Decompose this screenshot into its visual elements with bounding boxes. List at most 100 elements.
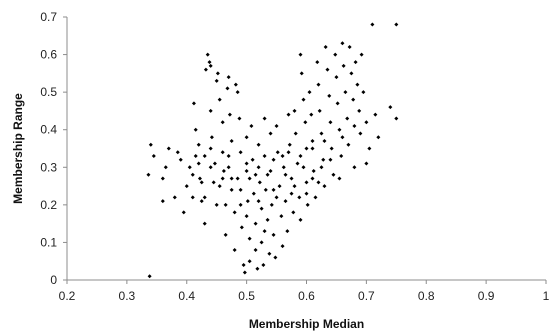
data-point bbox=[256, 199, 261, 204]
data-point bbox=[262, 229, 267, 234]
data-point bbox=[310, 138, 315, 143]
data-point bbox=[184, 184, 189, 189]
data-point bbox=[247, 236, 252, 241]
data-point bbox=[297, 195, 302, 200]
data-point bbox=[257, 180, 262, 185]
data-point bbox=[146, 172, 151, 177]
x-tick-label: 0.9 bbox=[478, 289, 495, 303]
data-point bbox=[388, 105, 393, 110]
data-point bbox=[286, 150, 291, 155]
data-point bbox=[265, 217, 270, 222]
data-point bbox=[265, 172, 270, 177]
x-tick-label: 0.6 bbox=[298, 289, 315, 303]
data-point bbox=[215, 71, 220, 76]
data-point bbox=[364, 161, 369, 166]
x-axis-ticks: 0.2 0.3 0.4 0.5 0.6 0.7 0.8 0.9 1 bbox=[59, 280, 549, 303]
x-tick-label: 0.8 bbox=[418, 289, 435, 303]
data-point bbox=[208, 63, 213, 68]
data-point bbox=[214, 78, 219, 83]
data-point bbox=[187, 165, 192, 170]
data-point bbox=[253, 172, 258, 177]
data-point bbox=[319, 131, 324, 136]
data-point bbox=[351, 97, 356, 102]
data-point bbox=[226, 75, 231, 80]
data-point bbox=[242, 270, 247, 275]
y-tick-label: 0.1 bbox=[40, 235, 57, 249]
data-point bbox=[229, 138, 234, 143]
data-point bbox=[160, 199, 165, 204]
x-tick-label: 0.7 bbox=[358, 289, 375, 303]
data-point bbox=[268, 169, 273, 174]
data-point bbox=[203, 67, 208, 72]
data-point bbox=[227, 112, 232, 117]
data-point bbox=[345, 116, 350, 121]
data-point bbox=[238, 150, 243, 155]
data-point bbox=[232, 210, 237, 215]
x-tick-label: 0.4 bbox=[178, 289, 195, 303]
data-point bbox=[343, 90, 348, 95]
data-point bbox=[197, 176, 202, 181]
data-point bbox=[209, 135, 214, 140]
data-point bbox=[191, 101, 196, 106]
data-point bbox=[253, 247, 258, 252]
data-point bbox=[274, 195, 279, 200]
data-point bbox=[310, 176, 315, 181]
data-point bbox=[304, 146, 309, 151]
y-tick-label: 0.7 bbox=[40, 10, 57, 24]
data-point bbox=[208, 165, 213, 170]
data-point bbox=[190, 172, 195, 177]
data-point bbox=[341, 63, 346, 68]
y-tick-label: 0.4 bbox=[40, 123, 57, 137]
data-point bbox=[259, 206, 264, 211]
data-point bbox=[147, 274, 152, 279]
data-point bbox=[305, 202, 310, 207]
data-point bbox=[202, 221, 207, 226]
data-point bbox=[202, 154, 207, 159]
x-tick-label: 0.5 bbox=[238, 289, 255, 303]
y-axis-title: Membership Range bbox=[11, 93, 25, 204]
data-point bbox=[244, 135, 249, 140]
x-tick-label: 0.2 bbox=[59, 289, 76, 303]
data-point bbox=[292, 108, 297, 113]
data-point bbox=[226, 154, 231, 159]
data-point bbox=[256, 142, 261, 147]
y-tick-label: 0.2 bbox=[40, 198, 57, 212]
data-point bbox=[263, 187, 268, 192]
data-point bbox=[394, 22, 399, 27]
data-point bbox=[358, 131, 363, 136]
data-point bbox=[298, 217, 303, 222]
data-point bbox=[373, 112, 378, 117]
data-point bbox=[267, 251, 272, 256]
data-point bbox=[280, 244, 285, 249]
x-axis-title: Membership Median bbox=[249, 317, 364, 331]
data-point bbox=[346, 142, 351, 147]
data-point bbox=[367, 146, 372, 151]
data-point bbox=[245, 199, 250, 204]
data-point bbox=[313, 195, 318, 200]
y-tick-label: 0.3 bbox=[40, 160, 57, 174]
data-point bbox=[303, 120, 308, 125]
data-point bbox=[268, 131, 273, 136]
data-point bbox=[181, 210, 186, 215]
data-point bbox=[229, 187, 234, 192]
data-point bbox=[217, 184, 222, 189]
data-point bbox=[255, 266, 260, 271]
data-point bbox=[175, 150, 180, 155]
data-point bbox=[208, 108, 213, 113]
data-point bbox=[289, 191, 294, 196]
data-point bbox=[244, 161, 249, 166]
data-point bbox=[212, 161, 217, 166]
data-point bbox=[214, 202, 219, 207]
data-point bbox=[271, 157, 276, 162]
data-point bbox=[370, 22, 375, 27]
data-point bbox=[335, 101, 340, 106]
data-point bbox=[208, 146, 213, 151]
data-point bbox=[253, 221, 258, 226]
data-point bbox=[359, 52, 364, 57]
data-point bbox=[334, 75, 339, 80]
data-point bbox=[353, 60, 358, 65]
data-point bbox=[199, 180, 204, 185]
data-point bbox=[220, 150, 225, 155]
data-point bbox=[357, 108, 362, 113]
